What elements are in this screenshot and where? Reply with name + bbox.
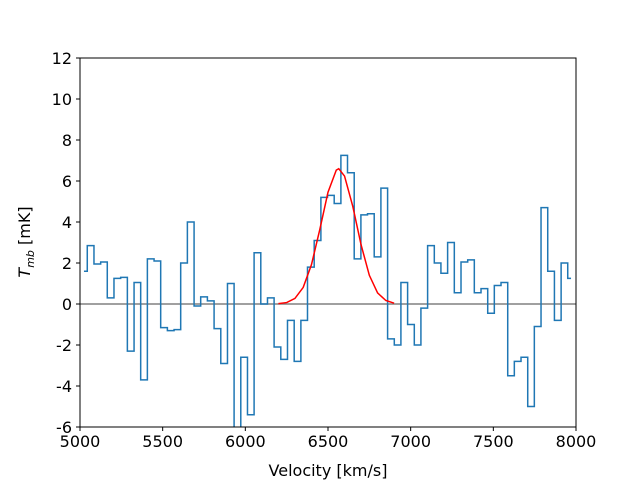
x-tick-label: 6500 <box>308 432 349 451</box>
y-tick-label: -4 <box>56 377 72 396</box>
x-tick-label: 7000 <box>390 432 431 451</box>
y-label-symbol: T <box>15 267 34 278</box>
y-label-subscript: mb <box>24 250 37 268</box>
plot-frame <box>79 57 577 428</box>
y-label-unit: [mK] <box>15 206 34 250</box>
y-tick-label: 8 <box>62 131 72 150</box>
x-tick-label: 8000 <box>556 432 597 451</box>
x-tick-label: 5000 <box>60 432 101 451</box>
y-tick-label: 4 <box>62 213 72 232</box>
x-tick-label: 7500 <box>473 432 514 451</box>
x-axis-label: Velocity [km/s] <box>269 461 388 480</box>
y-axis-label: Tmb [mK] <box>15 206 37 277</box>
y-tick-label: 0 <box>62 295 72 314</box>
y-tick-label: -6 <box>56 418 72 437</box>
y-tick-label: 12 <box>52 49 72 68</box>
x-tick-label: 6000 <box>225 432 266 451</box>
y-tick-label: 10 <box>52 90 72 109</box>
y-tick-label: 2 <box>62 254 72 273</box>
x-tick-label: 5500 <box>142 432 183 451</box>
y-tick-label: -2 <box>56 336 72 355</box>
fit-line <box>278 167 395 305</box>
y-tick-label: 6 <box>62 172 72 191</box>
